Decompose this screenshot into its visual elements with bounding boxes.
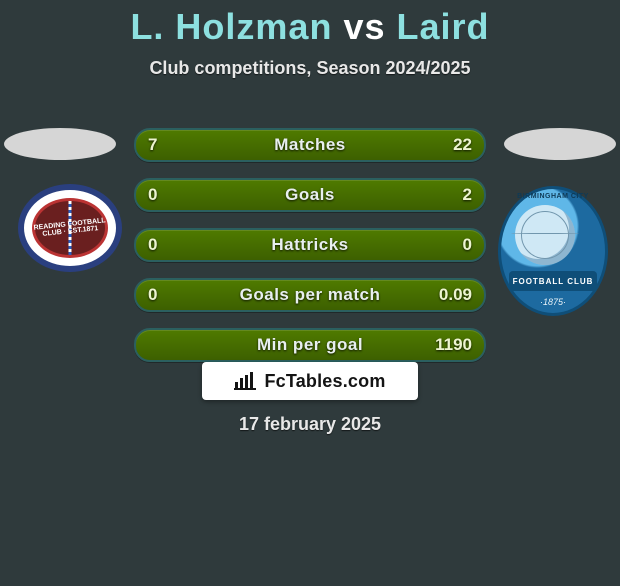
date-stamp: 17 february 2025 xyxy=(0,414,620,435)
stat-row-hattricks: 0 Hattricks 0 xyxy=(134,228,486,262)
globe-icon xyxy=(515,205,575,265)
stat-label: Goals per match xyxy=(240,285,381,305)
stat-right-value: 22 xyxy=(453,130,472,160)
stat-right-value: 0 xyxy=(463,230,472,260)
subtitle: Club competitions, Season 2024/2025 xyxy=(0,58,620,79)
crest-left-stripe-icon xyxy=(69,201,72,255)
stat-right-value: 2 xyxy=(463,180,472,210)
crest-right-year: ·1875· xyxy=(501,297,605,307)
stat-row-min-per-goal: Min per goal 1190 xyxy=(134,328,486,362)
page-title: L. Holzman vs Laird xyxy=(0,6,620,48)
stat-row-goals: 0 Goals 2 xyxy=(134,178,486,212)
stat-left-value: 0 xyxy=(148,180,157,210)
bar-chart-icon xyxy=(234,372,256,390)
source-badge-text: FcTables.com xyxy=(264,371,385,392)
stat-label: Matches xyxy=(274,135,346,155)
stats-container: 7 Matches 22 0 Goals 2 0 Hattricks 0 0 G… xyxy=(134,128,486,378)
club-crest-right: BIRMINGHAM CITY FOOTBALL CLUB ·1875· xyxy=(498,186,608,316)
stat-label: Goals xyxy=(285,185,335,205)
title-vs: vs xyxy=(343,6,385,47)
title-player2: Laird xyxy=(397,6,490,47)
player-photo-left xyxy=(4,128,116,160)
stat-label: Hattricks xyxy=(271,235,348,255)
stat-right-value: 1190 xyxy=(435,330,472,360)
stat-label: Min per goal xyxy=(257,335,363,355)
stat-left-value: 0 xyxy=(148,280,157,310)
stat-left-value: 7 xyxy=(148,130,157,160)
club-crest-left: READING FOOTBALL CLUB · EST.1871 xyxy=(18,184,122,272)
stat-left-value: 0 xyxy=(148,230,157,260)
title-player1: L. Holzman xyxy=(130,6,332,47)
stat-row-goals-per-match: 0 Goals per match 0.09 xyxy=(134,278,486,312)
source-badge: FcTables.com xyxy=(202,362,418,400)
stat-right-value: 0.09 xyxy=(439,280,472,310)
crest-right-arc: BIRMINGHAM CITY xyxy=(501,193,605,200)
stat-row-matches: 7 Matches 22 xyxy=(134,128,486,162)
crest-right-ribbon: FOOTBALL CLUB xyxy=(509,271,597,291)
player-photo-right xyxy=(504,128,616,160)
crest-left-inner-icon xyxy=(32,198,108,258)
